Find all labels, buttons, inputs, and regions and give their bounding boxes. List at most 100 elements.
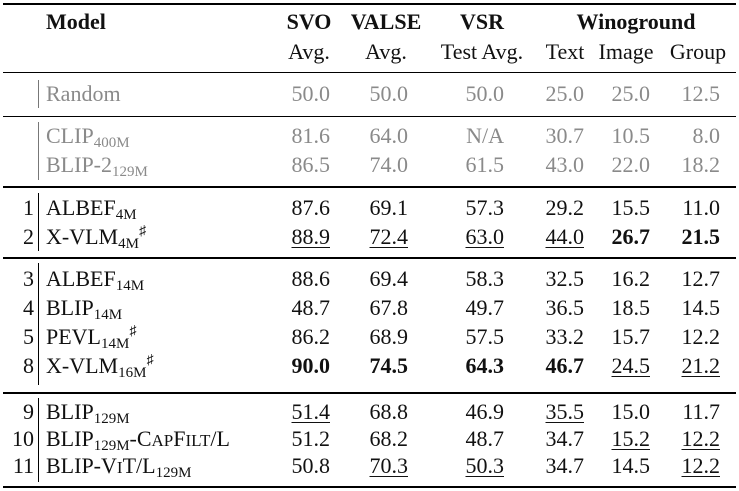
model-marker: ♯ (146, 353, 154, 368)
row-index: 5 (23, 324, 34, 349)
table-cell: 86.2 (291, 324, 331, 349)
model-name-text: PEVL (46, 324, 101, 349)
model-name: BLIP129M-CAPFILT/L (46, 426, 230, 454)
model-name-text: BLIP (46, 426, 94, 451)
table-cell: 68.2 (369, 426, 409, 451)
section-rule (3, 257, 736, 259)
table-cell: 69.1 (369, 195, 409, 220)
table-cell: 48.7 (465, 426, 505, 451)
table-cell: 35.5 (545, 399, 585, 424)
model-name: CLIP400M (46, 123, 130, 151)
table-cell: 12.2 (681, 453, 721, 478)
model-name-text: X-VLM (46, 224, 119, 249)
model-name: PEVL14M♯ (46, 324, 137, 352)
section-rule (3, 392, 736, 394)
table-cell: 63.0 (465, 224, 505, 249)
table-cell: 74.0 (369, 152, 409, 177)
header-winoground: Winoground (576, 9, 696, 34)
table-cell: 33.2 (545, 324, 585, 349)
model-data-size: 129M (112, 164, 148, 180)
model-marker: ♯ (138, 224, 146, 239)
table-cell: 25.0 (545, 81, 585, 106)
table-cell: 50.3 (465, 453, 505, 478)
header-valse-sub: Avg. (365, 39, 407, 64)
table-cell: 18.5 (611, 295, 651, 320)
table-cell: 36.5 (545, 295, 585, 320)
model-data-size: 14M (115, 278, 145, 294)
model-name-text: BLIP-2 (46, 152, 112, 177)
table-cell: 22.0 (611, 152, 651, 177)
table-cell: 50.8 (291, 453, 331, 478)
table-cell: 70.3 (369, 453, 409, 478)
table-cell: 64.0 (369, 123, 409, 148)
table-cell: 11.7 (682, 399, 720, 424)
table-cell: 15.2 (611, 426, 651, 451)
row-index: 10 (12, 426, 34, 451)
row-index: 2 (23, 224, 34, 249)
table-cell: 12.2 (681, 426, 721, 451)
table-cell: 10.5 (611, 123, 651, 148)
table-cell: 67.8 (369, 295, 409, 320)
model-name: X-VLM16M♯ (46, 353, 154, 381)
header-svo-sub: Avg. (288, 39, 330, 64)
table-cell: 15.0 (611, 399, 651, 424)
model-name: BLIP14M (46, 296, 123, 323)
model-name-text: CLIP (46, 123, 94, 148)
model-name-text: BLIP (46, 399, 94, 424)
row-index: 1 (23, 195, 34, 220)
model-name-suffix: F (173, 426, 186, 451)
table-cell: 44.0 (545, 224, 585, 249)
table-cell: 49.7 (465, 295, 505, 320)
model-name-suffix: ILT (185, 431, 211, 450)
row-index: 11 (12, 453, 34, 478)
model-name-text: ALBEF (46, 195, 116, 220)
table-cell: 81.6 (291, 123, 331, 148)
table-cell: N/A (466, 123, 504, 148)
section-rule (3, 186, 736, 188)
table-cell: 48.7 (291, 295, 331, 320)
model-name-text: BLIP-V (46, 453, 117, 478)
header-model: Model (46, 9, 106, 34)
table-cell: 15.5 (611, 195, 651, 220)
model-data-size: 14M (93, 307, 123, 323)
table-cell: 50.0 (465, 81, 505, 106)
row-index: 4 (23, 295, 34, 320)
model-data-size: 129M (155, 465, 192, 481)
table-cell: 88.9 (291, 224, 331, 249)
table-cell: 24.5 (611, 353, 651, 378)
index-separator (38, 263, 39, 385)
model-name: X-VLM4M♯ (46, 224, 146, 252)
model-name-text: X-VLM (46, 353, 119, 378)
model-marker: ♯ (129, 324, 137, 339)
model-name-suffix: /L (210, 426, 230, 451)
model-name: ALBEF4M (46, 195, 137, 223)
row-index: 9 (23, 399, 34, 424)
model-name-text: Random (46, 81, 121, 106)
table-cell: 12.5 (681, 81, 721, 106)
table-cell: 68.8 (369, 399, 409, 424)
model-name-smallcaps: I (116, 458, 123, 477)
table-cell: 57.5 (465, 324, 505, 349)
header-wino-text: Text (545, 39, 585, 64)
table-cell: 46.9 (465, 399, 505, 424)
table-cell: 8.0 (692, 123, 721, 148)
table-cell: 57.3 (465, 195, 505, 220)
table-cell: 43.0 (545, 152, 585, 177)
model-name: Random (46, 82, 121, 106)
table-cell: 88.6 (291, 266, 331, 291)
row-index: 3 (23, 266, 34, 291)
top-rule (3, 3, 736, 5)
model-data-size: 16M (118, 365, 147, 381)
table-cell: 32.5 (545, 266, 585, 291)
model-data-size: 4M (115, 207, 137, 223)
header-rule (3, 72, 736, 73)
table-cell: 69.4 (369, 266, 409, 291)
table-cell: 74.5 (369, 353, 409, 378)
model-data-size: 4M (118, 236, 139, 252)
model-data-size: 14M (101, 336, 130, 352)
table-cell: 26.7 (611, 224, 651, 249)
table-cell: 50.0 (369, 81, 409, 106)
table-cell: 34.7 (545, 453, 585, 478)
table-cell: 25.0 (611, 81, 651, 106)
